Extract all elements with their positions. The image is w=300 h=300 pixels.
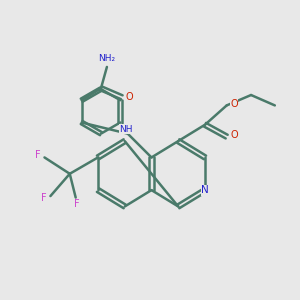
Text: F: F (74, 199, 80, 209)
Text: N: N (201, 185, 209, 195)
Text: F: F (41, 193, 47, 202)
Text: O: O (125, 92, 133, 102)
Text: F: F (35, 150, 41, 160)
Text: NH: NH (119, 125, 133, 134)
Text: O: O (230, 130, 238, 140)
Text: O: O (230, 99, 238, 109)
Text: NH₂: NH₂ (98, 53, 116, 62)
